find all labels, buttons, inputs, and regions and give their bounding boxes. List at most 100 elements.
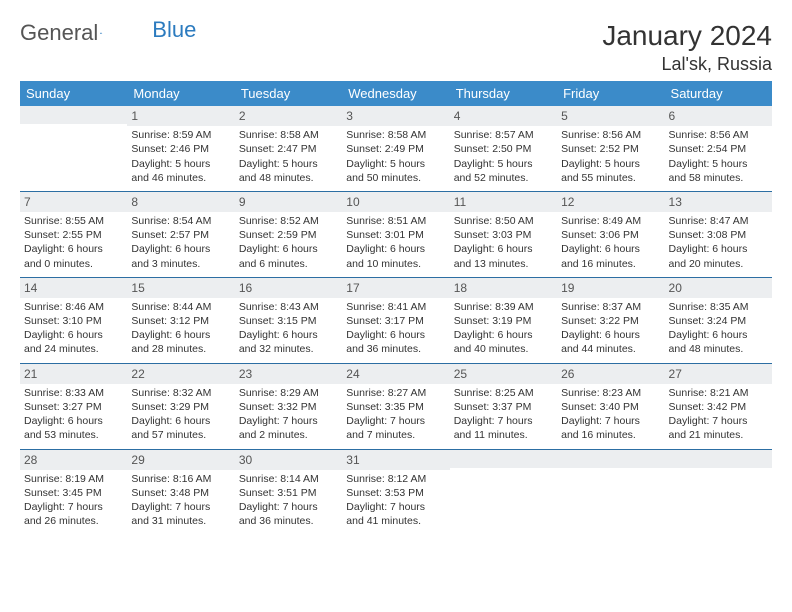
calendar-cell: 29Sunrise: 8:16 AMSunset: 3:48 PMDayligh… <box>127 449 234 534</box>
calendar-cell: 16 Sunrise: 8:43 AMSunset: 3:15 PMDayligh… <box>235 277 342 363</box>
cell-line: Daylight: 6 hours <box>131 414 230 428</box>
calendar-cell: 18Sunrise: 8:39 AMSunset: 3:19 PMDayligh… <box>450 277 557 363</box>
calendar-cell: 7Sunrise: 8:55 AMSunset: 2:55 PMDaylight… <box>20 191 127 277</box>
cell-line: and 20 minutes. <box>669 257 768 271</box>
calendar-cell: 5 Sunrise: 8:56 AMSunset: 2:52 PMDaylight… <box>557 106 664 191</box>
cell-line: Sunset: 3:15 PM <box>239 314 338 328</box>
cell-line: Sunrise: 8:55 AM <box>24 214 123 228</box>
calendar-cell: 1Sunrise: 8:59 AMSunset: 2:46 PMDaylight… <box>127 106 234 191</box>
day-number: 24 <box>342 364 449 384</box>
cell-line: and 40 minutes. <box>454 342 553 356</box>
cell-line: Daylight: 6 hours <box>24 414 123 428</box>
calendar-cell: 12Sunrise: 8:49 AMSunset: 3:06 PMDayligh… <box>557 191 664 277</box>
calendar-cell <box>20 106 127 191</box>
cell-line: Sunset: 3:35 PM <box>346 400 445 414</box>
cell-line: Sunrise: 8:49 AM <box>561 214 660 228</box>
day-number <box>450 450 557 468</box>
cell-line: Sunrise: 8:46 AM <box>24 300 123 314</box>
calendar-cell: 31Sunrise: 8:12 AMSunset: 3:53 PMDayligh… <box>342 449 449 534</box>
calendar-table: SundayMondayTuesdayWednesdayThursdayFrid… <box>20 81 772 534</box>
calendar-cell: 23Sunrise: 8:29 AMSunset: 3:32 PMDayligh… <box>235 363 342 449</box>
cell-line: Sunrise: 8:23 AM <box>561 386 660 400</box>
calendar-cell: 28Sunrise: 8:19 AMSunset: 3:45 PMDayligh… <box>20 449 127 534</box>
cell-line: Sunrise: 8:56 AM <box>669 128 768 142</box>
day-number: 21 <box>20 364 127 384</box>
weekday-header: Tuesday <box>235 81 342 106</box>
cell-line: Sunset: 3:17 PM <box>346 314 445 328</box>
cell-line: and 58 minutes. <box>669 171 768 185</box>
calendar-row: 28Sunrise: 8:19 AMSunset: 3:45 PMDayligh… <box>20 449 772 534</box>
day-number: 15 <box>127 278 234 298</box>
cell-line: Sunrise: 8:35 AM <box>669 300 768 314</box>
calendar-row: 14Sunrise: 8:46 AMSunset: 3:10 PMDayligh… <box>20 277 772 363</box>
day-number: 7 <box>20 192 127 212</box>
cell-line: Sunrise: 8:32 AM <box>131 386 230 400</box>
cell-line: Daylight: 5 hours <box>669 157 768 171</box>
day-number: 29 <box>127 450 234 470</box>
cell-line: Daylight: 6 hours <box>24 328 123 342</box>
day-number: 22 <box>127 364 234 384</box>
cell-line: and 13 minutes. <box>454 257 553 271</box>
day-number: 18 <box>450 278 557 298</box>
weekday-header: Friday <box>557 81 664 106</box>
weekday-header: Saturday <box>665 81 772 106</box>
cell-line: Sunrise: 8:14 AM <box>239 472 338 486</box>
calendar-cell: 13Sunrise: 8:47 AMSunset: 3:08 PMDayligh… <box>665 191 772 277</box>
cell-line: Daylight: 6 hours <box>454 242 553 256</box>
cell-line: Daylight: 6 hours <box>346 328 445 342</box>
cell-line: Sunset: 2:47 PM <box>239 142 338 156</box>
cell-line: Sunset: 2:55 PM <box>24 228 123 242</box>
weekday-header: Monday <box>127 81 234 106</box>
cell-line: Daylight: 6 hours <box>239 328 338 342</box>
cell-line: and 36 minutes. <box>239 514 338 528</box>
weekday-header: Wednesday <box>342 81 449 106</box>
cell-line: and 41 minutes. <box>346 514 445 528</box>
cell-line: and 28 minutes. <box>131 342 230 356</box>
calendar-cell: 3Sunrise: 8:58 AMSunset: 2:49 PMDaylight… <box>342 106 449 191</box>
cell-line: Daylight: 5 hours <box>561 157 660 171</box>
cell-line: and 0 minutes. <box>24 257 123 271</box>
cell-line: Daylight: 6 hours <box>561 242 660 256</box>
cell-line: Sunset: 2:50 PM <box>454 142 553 156</box>
cell-line: Sunset: 3:24 PM <box>669 314 768 328</box>
cell-line: Sunset: 3:27 PM <box>24 400 123 414</box>
day-number: 19 <box>557 278 664 298</box>
cell-line: Sunset: 3:53 PM <box>346 486 445 500</box>
cell-line: and 3 minutes. <box>131 257 230 271</box>
calendar-cell <box>557 449 664 534</box>
cell-line: and 44 minutes. <box>561 342 660 356</box>
logo-sail-icon <box>100 25 102 41</box>
cell-line: Sunset: 3:22 PM <box>561 314 660 328</box>
day-number: 1 <box>127 106 234 126</box>
cell-line: Sunset: 2:52 PM <box>561 142 660 156</box>
cell-line: Sunset: 3:37 PM <box>454 400 553 414</box>
cell-line: Daylight: 6 hours <box>669 328 768 342</box>
cell-line: and 31 minutes. <box>131 514 230 528</box>
day-number: 23 <box>235 364 342 384</box>
day-number: 5 <box>557 106 664 126</box>
cell-line: Sunset: 3:06 PM <box>561 228 660 242</box>
cell-line: Sunrise: 8:57 AM <box>454 128 553 142</box>
day-number: 16 <box>235 278 342 298</box>
cell-line: Sunset: 3:19 PM <box>454 314 553 328</box>
calendar-cell: 11Sunrise: 8:50 AMSunset: 3:03 PMDayligh… <box>450 191 557 277</box>
calendar-cell: 22Sunrise: 8:32 AMSunset: 3:29 PMDayligh… <box>127 363 234 449</box>
cell-line: Sunrise: 8:43 AM <box>239 300 338 314</box>
cell-line: Daylight: 7 hours <box>239 500 338 514</box>
header: General Blue January 2024 Lal'sk, Russia <box>20 20 772 75</box>
day-number: 6 <box>665 106 772 126</box>
day-number: 2 <box>235 106 342 126</box>
day-number: 28 <box>20 450 127 470</box>
cell-line: and 11 minutes. <box>454 428 553 442</box>
cell-line: Sunset: 2:59 PM <box>239 228 338 242</box>
day-number: 11 <box>450 192 557 212</box>
calendar-row: 7 Sunrise: 8:55 AMSunset: 2:55 PM Daylight… <box>20 191 772 277</box>
cell-line: Sunset: 3:03 PM <box>454 228 553 242</box>
cell-line: Sunrise: 8:58 AM <box>346 128 445 142</box>
cell-line: Sunrise: 8:56 AM <box>561 128 660 142</box>
calendar-cell: 30Sunrise: 8:14 AMSunset: 3:51 PMDayligh… <box>235 449 342 534</box>
weekday-header: Thursday <box>450 81 557 106</box>
day-number: 27 <box>665 364 772 384</box>
day-number: 20 <box>665 278 772 298</box>
cell-line: Sunset: 3:32 PM <box>239 400 338 414</box>
